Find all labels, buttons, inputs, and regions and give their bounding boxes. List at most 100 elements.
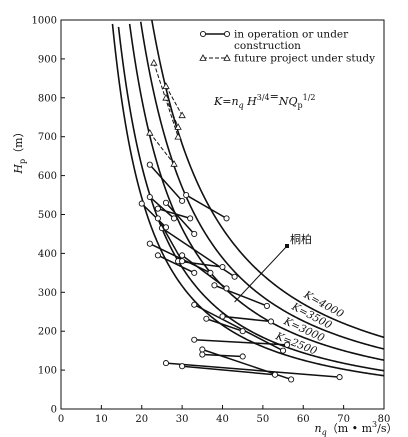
- future-project-marker: [199, 54, 207, 61]
- project-marker: [179, 258, 186, 265]
- project-line: [149, 164, 183, 202]
- project-marker: [183, 191, 190, 199]
- x-tick-label: 0: [58, 414, 64, 425]
- k-curve-3000: [128, 23, 385, 361]
- project-marker: [191, 301, 198, 308]
- x-tick-label: 70: [337, 414, 350, 425]
- x-tick-label: 60: [297, 414, 310, 425]
- future-project-marker: [223, 54, 231, 61]
- project-marker: [146, 240, 153, 247]
- project-marker: [199, 351, 206, 358]
- project-marker: [263, 302, 270, 309]
- project-marker: [280, 347, 287, 354]
- k-curve-2250: [111, 23, 385, 377]
- y-tick-label: 700: [38, 132, 57, 143]
- project-marker: [138, 200, 145, 207]
- future-project-marker: [150, 58, 158, 66]
- annotation-leader-line: [234, 245, 288, 303]
- legend-label-future: future project under study: [234, 53, 375, 65]
- future-project-marker: [162, 82, 170, 89]
- k-curves: [111, 20, 385, 377]
- y-tick-label: 100: [38, 366, 57, 377]
- x-tick-label: 10: [95, 414, 108, 425]
- project-marker: [219, 313, 226, 320]
- project-marker: [211, 282, 218, 289]
- x-axis-title: nq（m • m3/s）: [314, 420, 397, 437]
- project-marker: [179, 197, 186, 204]
- project-line: [194, 339, 288, 346]
- y-tick-label: 1000: [32, 16, 57, 27]
- operating-projects: [138, 161, 343, 383]
- y-tick-label: 300: [38, 288, 57, 299]
- legend-label-operation-line2: construction: [234, 40, 301, 52]
- k-curve-4000: [151, 20, 385, 339]
- project-line: [149, 196, 175, 219]
- legend-circle-marker: [223, 30, 231, 38]
- project-marker: [191, 230, 198, 237]
- project-marker: [170, 215, 178, 222]
- project-marker: [199, 346, 206, 353]
- project-marker: [288, 376, 295, 383]
- y-tick-label: 0: [51, 405, 57, 416]
- project-line: [165, 362, 340, 378]
- x-tick-label: 80: [378, 414, 391, 425]
- x-tick-label: 50: [257, 414, 270, 425]
- project-marker: [162, 360, 170, 367]
- project-marker: [146, 193, 153, 201]
- project-line: [202, 353, 243, 358]
- future-project-line: [165, 97, 179, 128]
- project-line: [157, 218, 183, 262]
- project-line: [185, 194, 227, 220]
- project-marker: [284, 341, 291, 348]
- project-line: [182, 365, 276, 376]
- future-project-marker: [174, 132, 182, 140]
- project-line: [222, 315, 272, 323]
- future-project-marker: [170, 160, 178, 167]
- future-project-marker: [146, 128, 154, 136]
- project-marker: [162, 199, 170, 206]
- x-tick-label: 30: [176, 414, 189, 425]
- project-marker: [231, 273, 238, 280]
- project-marker: [154, 252, 161, 259]
- y-axis-title: Hp（m）: [12, 126, 27, 174]
- x-tick-label: 20: [135, 414, 148, 425]
- project-marker: [179, 363, 186, 370]
- legend: in operation or underconstructionfuture …: [199, 29, 375, 65]
- legend-label-operation-line1: in operation or under: [234, 29, 349, 41]
- project-line: [177, 260, 223, 268]
- project-marker: [239, 353, 246, 360]
- future-projects: [146, 58, 186, 167]
- project-line: [141, 203, 167, 228]
- future-project-line: [149, 132, 175, 165]
- project-marker: [146, 161, 153, 168]
- plot-frame: [60, 19, 385, 410]
- project-marker: [271, 371, 279, 378]
- project-marker: [223, 215, 230, 222]
- project-marker: [267, 318, 275, 325]
- legend-circle-marker: [199, 30, 207, 38]
- future-project-marker: [162, 93, 170, 101]
- project-line: [165, 202, 195, 235]
- project-marker: [154, 215, 161, 222]
- project-marker: [203, 315, 210, 322]
- y-tick-label: 600: [38, 171, 57, 182]
- project-marker: [154, 205, 161, 212]
- project-marker: [223, 285, 230, 292]
- axes: 0 10 20 30 40 50 60 70 8001002003004005006007008…: [12, 16, 398, 437]
- project-marker: [219, 263, 226, 271]
- future-project-marker: [178, 111, 186, 119]
- project-marker: [187, 215, 194, 222]
- annotation-anchor: [285, 244, 289, 248]
- y-tick-label: 800: [38, 93, 57, 104]
- formula-label: K=nq H3/4=NQp1/2: [213, 90, 316, 110]
- project-line: [206, 318, 243, 332]
- y-tick-label: 400: [38, 249, 57, 260]
- future-project-line: [165, 85, 183, 116]
- project-line: [181, 254, 227, 290]
- project-line: [157, 254, 195, 274]
- project-marker: [207, 269, 214, 276]
- y-tick-label: 900: [38, 54, 57, 65]
- y-tick-label: 500: [38, 210, 57, 221]
